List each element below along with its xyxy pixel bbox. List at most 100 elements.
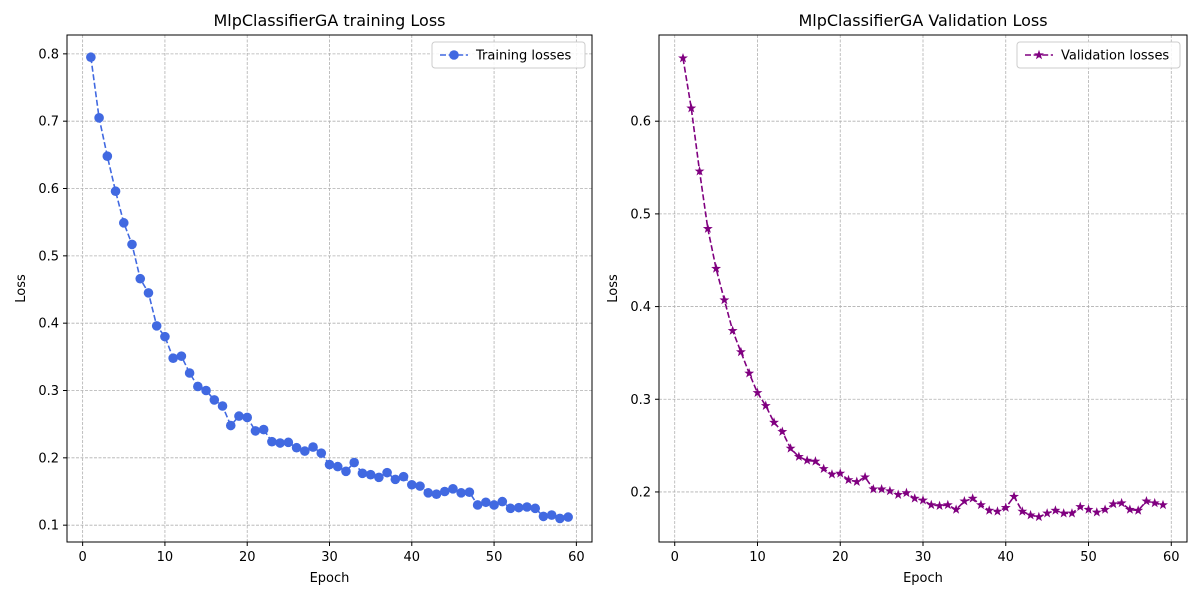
y-tick-label: 0.6: [630, 115, 651, 130]
data-point: [1058, 508, 1069, 518]
data-point: [546, 510, 557, 520]
y-tick-label: 0.7: [38, 115, 59, 130]
data-point: [423, 488, 434, 498]
legend-label: Validation losses: [1061, 49, 1169, 64]
y-axis-label: Loss: [14, 274, 29, 303]
data-point: [102, 151, 113, 161]
data-point: [1100, 504, 1111, 514]
legend: Training losses: [431, 41, 586, 69]
data-point: [918, 495, 928, 505]
data-point: [1124, 504, 1135, 514]
data-point: [217, 401, 228, 411]
legend-box: [1016, 41, 1181, 69]
data-point: [538, 511, 549, 522]
series-training-losses: [86, 52, 573, 524]
data-point: [316, 448, 327, 458]
data-point: [868, 483, 879, 494]
data-point: [143, 288, 154, 298]
legend: Validation losses: [1016, 41, 1181, 69]
chart-title: MlpClassifierGA Validation Loss: [798, 11, 1047, 30]
data-point: [959, 496, 970, 506]
data-point: [168, 353, 178, 363]
data-point: [1017, 506, 1028, 516]
data-point: [456, 488, 466, 498]
data-point: [1091, 507, 1102, 517]
data-point: [884, 485, 895, 496]
data-point: [901, 487, 912, 498]
data-point: [439, 486, 450, 497]
data-point: [893, 489, 904, 499]
x-tick-label: 60: [568, 550, 585, 565]
data-point: [86, 52, 96, 63]
data-point: [365, 469, 376, 480]
data-point: [94, 113, 104, 123]
data-point: [151, 321, 162, 331]
data-point: [415, 481, 425, 491]
data-point: [357, 468, 368, 479]
data-point: [1025, 509, 1036, 520]
data-point: [1067, 508, 1077, 518]
training-loss-chart: 0 10 20 30 40 50 60 0.1 0.2 0.3 0.4 0.5 0.6 0.7 0.8 Mlp…: [14, 11, 593, 586]
data-point: [1075, 501, 1086, 511]
data-point: [926, 499, 937, 510]
data-point: [522, 502, 532, 512]
data-point: [951, 504, 962, 514]
data-point: [802, 455, 813, 465]
legend-label: Training losses: [475, 49, 572, 64]
data-point: [1141, 496, 1152, 506]
data-point: [275, 438, 285, 448]
y-tick-label: 0.2: [630, 485, 651, 500]
data-point: [127, 239, 137, 250]
x-tick-label: 10: [749, 550, 766, 565]
data-point: [752, 387, 763, 397]
data-point: [308, 442, 318, 452]
data-point: [176, 351, 187, 361]
data-point: [225, 420, 236, 431]
x-tick-label: 20: [239, 550, 256, 565]
data-point: [843, 474, 854, 485]
data-point: [967, 493, 978, 503]
x-tick-label: 50: [1080, 550, 1097, 565]
y-tick-label: 0.4: [630, 300, 651, 315]
y-tick-label: 0.3: [38, 384, 59, 399]
y-axis-label: Loss: [606, 274, 621, 303]
data-point: [530, 503, 541, 514]
x-tick-label: 40: [404, 550, 421, 565]
y-tick-label: 0.1: [38, 519, 59, 534]
data-point: [118, 218, 129, 228]
data-point: [702, 223, 713, 233]
x-tick-label: 30: [321, 550, 338, 565]
data-point: [727, 325, 738, 335]
data-point: [250, 426, 261, 436]
x-tick-label: 20: [832, 550, 849, 565]
data-point: [735, 346, 746, 357]
data-point: [1158, 499, 1168, 510]
data-point: [505, 503, 516, 514]
data-point: [489, 500, 499, 510]
y-tick-label: 0.2: [38, 451, 59, 466]
data-point: [744, 368, 755, 378]
x-tick-label: 0: [671, 550, 679, 565]
data-point: [406, 479, 417, 490]
data-point: [332, 461, 343, 472]
data-point: [818, 463, 829, 473]
data-point: [975, 499, 986, 510]
chart-title: MlpClassifierGA training Loss: [213, 11, 445, 30]
data-point: [1133, 505, 1144, 515]
data-point: [497, 496, 508, 507]
data-point: [472, 500, 483, 510]
data-point: [513, 502, 524, 513]
data-point: [686, 103, 697, 113]
data-point: [234, 411, 244, 421]
data-point: [283, 437, 294, 448]
data-point: [769, 417, 779, 427]
data-point: [184, 368, 195, 378]
data-point: [135, 273, 146, 284]
data-point: [555, 513, 565, 524]
data-point: [992, 506, 1003, 516]
y-tick-label: 0.3: [630, 393, 651, 408]
x-tick-label: 60: [1163, 550, 1180, 565]
data-point: [860, 471, 871, 482]
data-point: [110, 186, 121, 197]
